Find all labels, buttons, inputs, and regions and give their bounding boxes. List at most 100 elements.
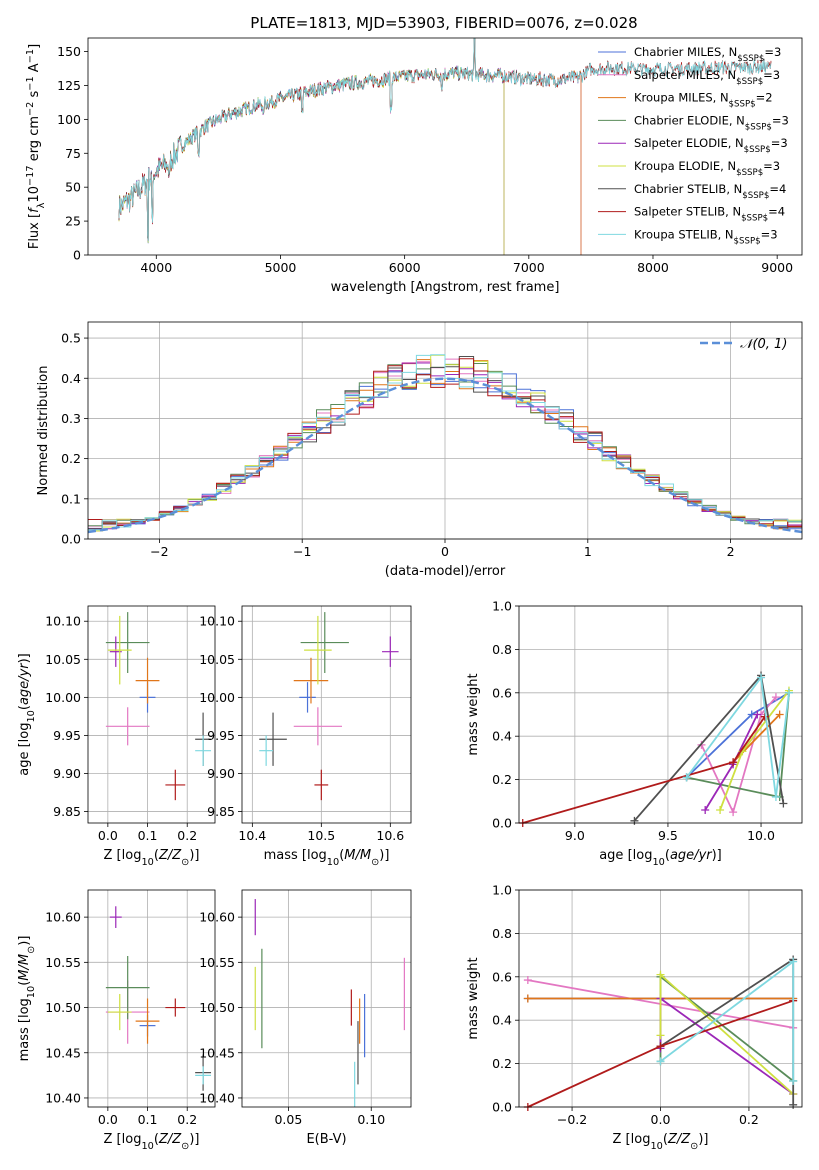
y-axis-label: mass weight	[466, 673, 481, 755]
x-axis-label: Z [log10(Z/Z⊙)]	[104, 848, 200, 868]
weight-marker	[789, 1100, 798, 1109]
weight-marker	[771, 693, 780, 702]
y-tick-label: 10.45	[45, 1045, 81, 1060]
y-tick-label: 10.00	[199, 690, 235, 705]
x-axis-label: mass [log10(M/M⊙)]	[264, 848, 390, 868]
weight-marker	[753, 710, 762, 719]
y-tick-label: 150	[57, 44, 81, 59]
weight-marker	[784, 688, 793, 697]
residuals-panel: −2 −1 0 1 2 0.0 0.1 0.2 0.3 0.4 0.5 (data-model)/er…	[36, 321, 803, 579]
y-tick-label: 9.90	[53, 766, 81, 781]
weight-line	[522, 716, 766, 824]
weight-marker	[771, 792, 780, 801]
histogram-series	[88, 354, 802, 531]
y-tick-label: 0.6	[492, 969, 512, 984]
x-axis-label: wavelength [Angstrom, rest frame]	[331, 280, 560, 295]
y-tick-label: 1.0	[492, 883, 512, 898]
weight-line	[685, 675, 790, 798]
x-axis-label: E(B-V)	[306, 1132, 346, 1147]
weight-marker	[789, 957, 798, 966]
x-tick-label: 7000	[513, 260, 545, 275]
y-tick-label: 10.50	[199, 1000, 235, 1015]
y-tick-label: 0.2	[492, 772, 512, 787]
y-axis-label: mass weight	[466, 957, 481, 1039]
weights-vs-Z-panel: −0.2 0.0 0.2 0.0 0.2 0.4 0.6 0.8 1.0 Z [log10(Z/Z…	[466, 883, 803, 1152]
y-tick-label: 10.10	[45, 614, 81, 629]
x-tick-label: 0.0	[651, 1112, 671, 1127]
spectrum-line	[118, 38, 505, 255]
y-tick-label: 50	[65, 180, 81, 195]
y-tick-label: 0.8	[492, 926, 512, 941]
weight-marker	[729, 808, 738, 817]
weight-marker	[523, 976, 532, 985]
x-axis-label: Z [log10(Z/Z⊙)]	[104, 1132, 200, 1152]
spectrum-panel: 4000 5000 6000 7000 8000 9000 0 25 50 75 100 125 150…	[25, 37, 803, 295]
x-axis-label: Z [log10(Z/Z⊙)]	[613, 1132, 709, 1152]
x-tick-label: 0.05	[274, 1112, 302, 1127]
y-tick-label: 10.50	[45, 1000, 81, 1015]
weight-marker	[630, 816, 639, 825]
y-tick-label: 10.05	[199, 652, 235, 667]
y-tick-label: 0.6	[492, 685, 512, 700]
y-tick-label: 9.90	[207, 766, 235, 781]
x-tick-label: −2	[150, 544, 168, 559]
age-vs-Z-frame	[87, 605, 216, 824]
legend-entry: Salpeter MILES, N$SSP$=3	[634, 68, 780, 87]
y-tick-label: 10.45	[199, 1045, 235, 1060]
weight-marker	[656, 1042, 665, 1051]
x-tick-label: 0.10	[357, 1112, 385, 1127]
y-tick-label: 10.60	[45, 910, 81, 925]
weight-marker	[775, 710, 784, 719]
y-tick-label: 9.85	[207, 804, 235, 819]
x-tick-label: 8000	[637, 260, 669, 275]
x-tick-label: 9.5	[658, 828, 678, 843]
x-tick-label: −0.2	[557, 1112, 587, 1127]
x-tick-label: 10.4	[238, 828, 266, 843]
weight-marker	[523, 994, 532, 1003]
age-vs-mass-panel: 10.4 10.5 10.6 9.85 9.90 9.95 10.00 10.05 10.10 m…	[199, 605, 412, 868]
x-tick-label: 0	[441, 544, 449, 559]
y-tick-label: 0.5	[61, 331, 81, 346]
spectrum-frame	[87, 37, 803, 256]
y-tick-label: 10.40	[199, 1090, 235, 1105]
y-tick-label: 10.40	[45, 1090, 81, 1105]
weight-line	[659, 972, 794, 1095]
weight-line	[660, 957, 795, 1105]
figure-title: PLATE=1813, MJD=53903, FIBERID=0076, z=0…	[250, 14, 637, 32]
y-tick-label: 10.05	[45, 652, 81, 667]
residuals-frame	[87, 321, 803, 540]
x-axis-label: (data-model)/error	[385, 564, 506, 579]
mass-vs-EBV-frame	[241, 889, 412, 1108]
x-axis-label: age [log10(age/yr)]	[599, 848, 722, 868]
normal-curve	[87, 377, 803, 534]
weight-marker	[757, 673, 766, 682]
spectrum-line	[118, 38, 772, 242]
y-tick-label: 0	[73, 248, 81, 263]
spectrum-line	[118, 38, 505, 255]
legend-entry: Salpeter STELIB, N$SSP$=4	[634, 205, 785, 224]
y-tick-label: 25	[65, 214, 81, 229]
x-tick-label: 0.2	[177, 828, 197, 843]
x-tick-label: 0.0	[98, 828, 118, 843]
legend-entry: Kroupa STELIB, N$SSP$=3	[634, 227, 778, 246]
y-tick-label: 0.3	[61, 411, 81, 426]
weight-marker	[656, 1057, 665, 1066]
weight-line	[659, 959, 795, 1081]
weight-marker	[682, 773, 691, 782]
weight-marker	[656, 1031, 665, 1040]
weight-marker	[729, 758, 738, 767]
mass-vs-Z-panel: 0.0 0.1 0.2 10.40 10.45 10.50 10.55 10.60 Z [log…	[17, 889, 216, 1152]
y-tick-label: 0.2	[492, 1056, 512, 1071]
legend-entry: Chabrier MILES, N$SSP$=3	[634, 45, 781, 64]
legend-entry: Kroupa ELODIE, N$SSP$=3	[634, 159, 780, 178]
x-tick-label: 4000	[140, 260, 172, 275]
weights-vs-age-frame	[518, 605, 803, 824]
legend-entry: Chabrier STELIB, N$SSP$=4	[634, 182, 786, 201]
x-tick-label: 9000	[761, 260, 793, 275]
weight-marker	[656, 970, 665, 979]
y-tick-label: 0.4	[492, 729, 512, 744]
weight-marker	[789, 1076, 798, 1085]
y-tick-label: 0.4	[492, 1013, 512, 1028]
x-tick-label: 2	[727, 544, 735, 559]
y-tick-label: 0.4	[61, 371, 81, 386]
